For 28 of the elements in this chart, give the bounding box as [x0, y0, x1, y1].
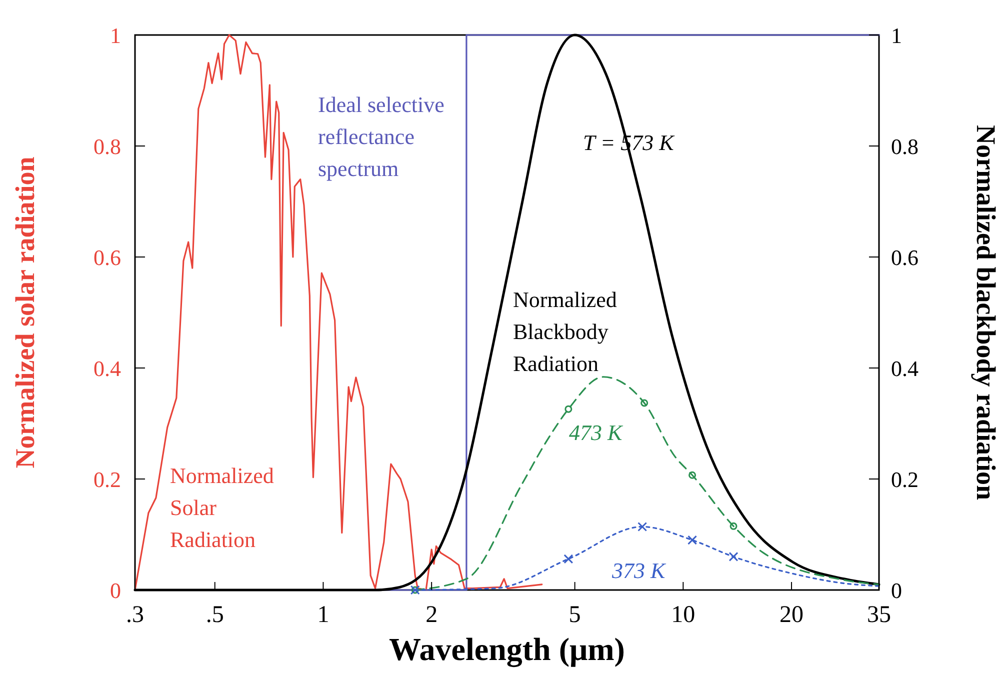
x-tick-label: 1: [317, 602, 330, 628]
y-axis-title: Normalized solar radiation: [10, 156, 40, 468]
y2-tick-label: 0.6: [891, 245, 918, 270]
x-tick-label: 20: [780, 602, 804, 628]
x-tick-label: 2: [426, 602, 438, 628]
series-label: Normalized Solar Radiation: [170, 463, 274, 552]
y-tick-label: 0.6: [94, 245, 121, 270]
y-tick-label: 0.4: [94, 356, 121, 381]
x-tick-label: .5: [206, 602, 224, 628]
y-tick-label: 1: [110, 23, 121, 48]
y2-tick-label: 0.2: [891, 467, 918, 492]
series-label: 473 K: [569, 420, 624, 445]
y-tick-label: 0.8: [94, 134, 121, 159]
y-tick-label: 0: [110, 578, 121, 603]
x-axis-title: Wavelength (μm): [389, 631, 625, 668]
series-label: Normalized Blackbody Radiation: [513, 287, 617, 376]
series-label: Ideal selective reflectance spectrum: [318, 92, 444, 181]
y2-tick-label: 0.4: [891, 356, 918, 381]
y2-tick-label: 1: [891, 23, 902, 48]
y2-axis-title: Normalized blackbody radiation: [971, 124, 997, 500]
y-tick-label: 0.2: [94, 467, 121, 492]
x-tick-label: .3: [126, 602, 144, 628]
series-label: 373 K: [611, 558, 666, 583]
x-tick-label: 35: [867, 602, 891, 628]
x-tick-label: 5: [568, 602, 581, 628]
x-tick-label: 10: [671, 602, 696, 628]
y2-tick-label: 0.8: [891, 134, 918, 159]
y2-tick-label: 0: [891, 578, 902, 603]
